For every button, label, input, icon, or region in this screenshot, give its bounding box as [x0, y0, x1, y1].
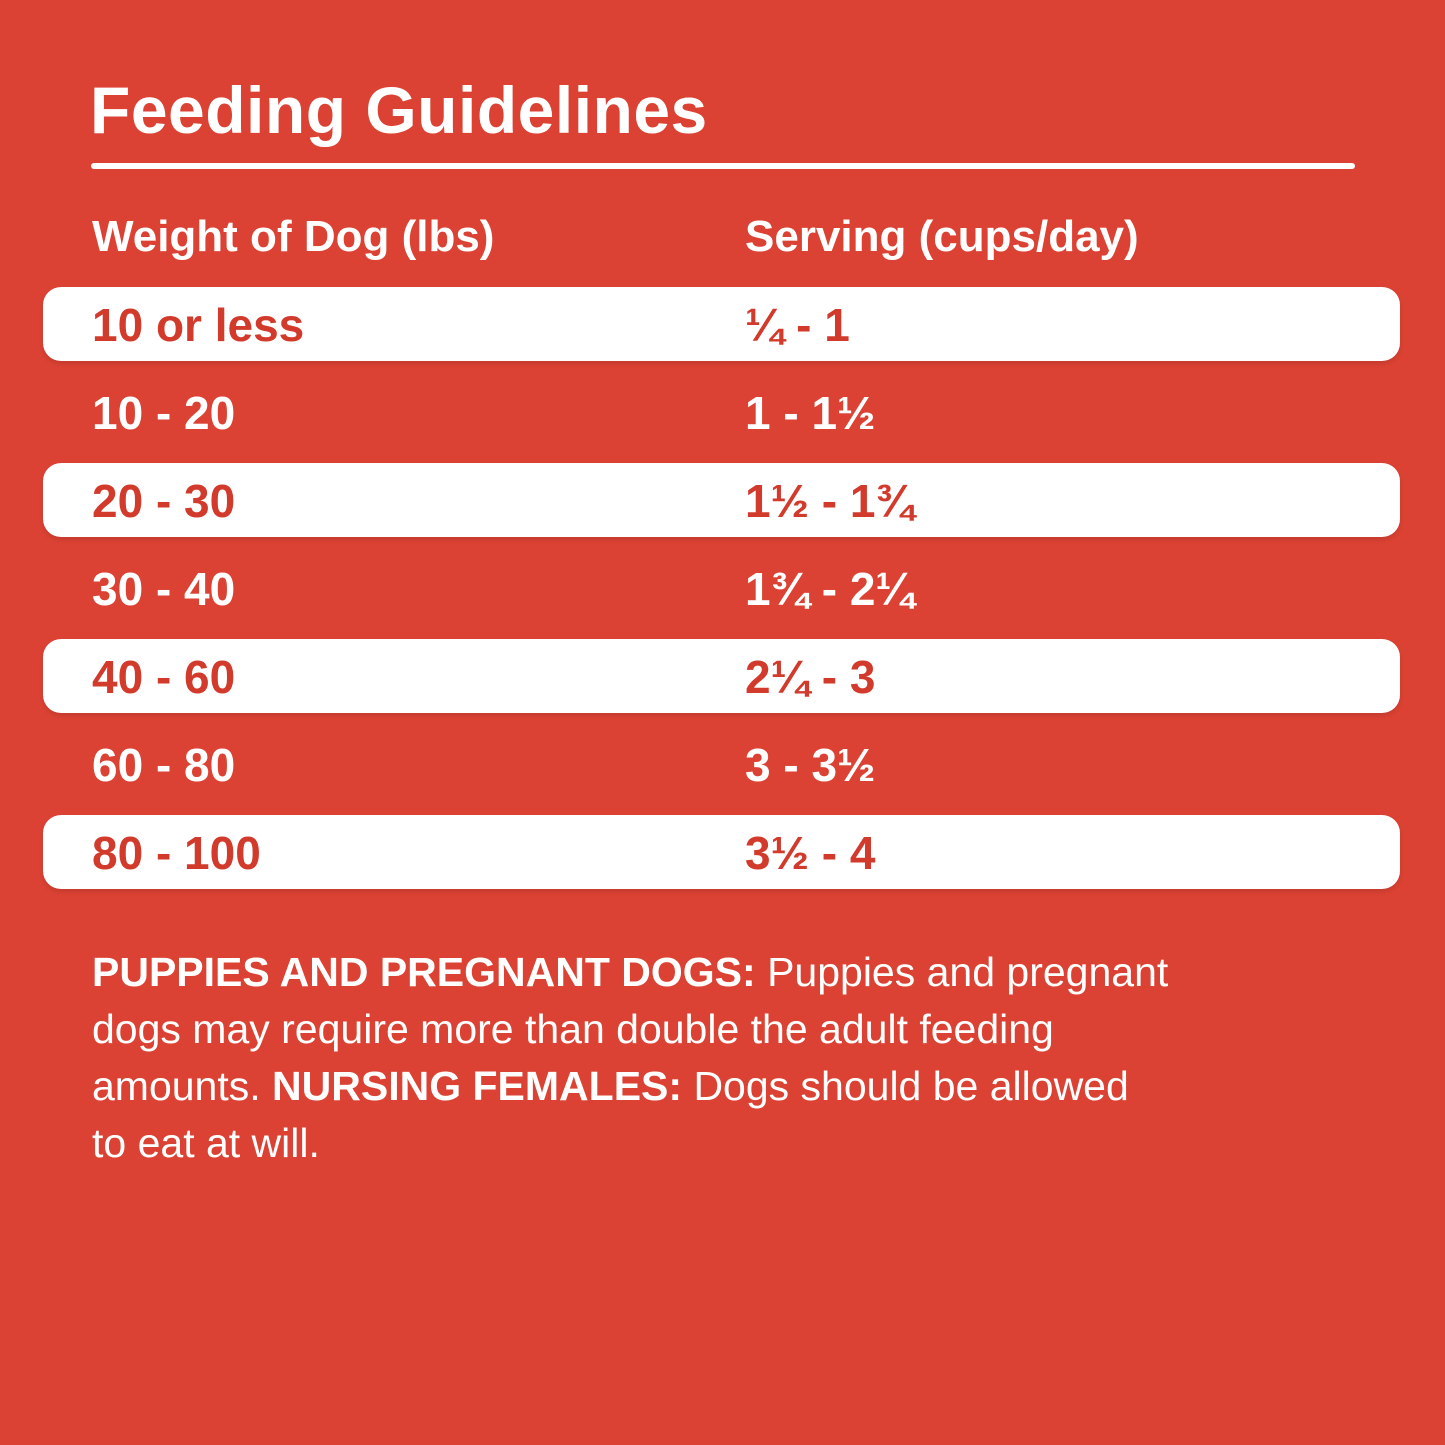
- table-row: 40 - 60 2¼ - 3: [43, 639, 1400, 713]
- serving-cell: 3½ - 4: [745, 827, 876, 879]
- weight-cell: 30 - 40: [92, 563, 236, 615]
- footnote-line: dogs may require more than double the ad…: [92, 1001, 1382, 1058]
- serving-cell: 2¼ - 3: [745, 651, 876, 703]
- weight-cell: 60 - 80: [92, 739, 236, 791]
- footnote-bold-label: PUPPIES AND PREGNANT DOGS:: [92, 949, 756, 995]
- serving-cell: 3 - 3½: [745, 739, 876, 791]
- weight-cell: 20 - 30: [92, 475, 236, 527]
- weight-cell: 80 - 100: [92, 827, 261, 879]
- serving-cell: ¼ - 1: [745, 299, 850, 351]
- table-row: 10 - 20 1 - 1½: [43, 375, 1400, 449]
- title-divider: [91, 163, 1355, 169]
- page-title: Feeding Guidelines: [90, 73, 708, 147]
- serving-cell: 1¾ - 2¼: [745, 563, 914, 615]
- table-row: 60 - 80 3 - 3½: [43, 727, 1400, 801]
- table-row: 10 or less ¼ - 1: [43, 287, 1400, 361]
- column-header-serving: Serving (cups/day): [745, 212, 1139, 261]
- column-header-weight: Weight of Dog (lbs): [92, 212, 495, 261]
- weight-cell: 10 - 20: [92, 387, 236, 439]
- footnote-text: amounts.: [92, 1063, 273, 1109]
- footnote-text: Dogs should be allowed: [682, 1063, 1129, 1109]
- footnote-line: amounts. NURSING FEMALES: Dogs should be…: [92, 1058, 1382, 1115]
- serving-cell: 1 - 1½: [745, 387, 876, 439]
- serving-cell: 1½ - 1¾: [745, 475, 914, 527]
- feeding-table: 10 or less ¼ - 1 10 - 20 1 - 1½ 20 - 30 …: [43, 287, 1400, 903]
- footnote-text: to eat at will.: [92, 1120, 320, 1166]
- footnote-line: to eat at will.: [92, 1115, 1382, 1172]
- table-row: 20 - 30 1½ - 1¾: [43, 463, 1400, 537]
- footnote-text: dogs may require more than double the ad…: [92, 1006, 1054, 1052]
- footnote-text: Puppies and pregnant: [755, 949, 1169, 995]
- table-row: 80 - 100 3½ - 4: [43, 815, 1400, 889]
- weight-cell: 40 - 60: [92, 651, 236, 703]
- footnote: PUPPIES AND PREGNANT DOGS: Puppies and p…: [92, 944, 1382, 1172]
- weight-cell: 10 or less: [92, 299, 305, 351]
- table-row: 30 - 40 1¾ - 2¼: [43, 551, 1400, 625]
- footnote-bold-label: NURSING FEMALES:: [272, 1063, 683, 1109]
- footnote-line: PUPPIES AND PREGNANT DOGS: Puppies and p…: [92, 944, 1382, 1001]
